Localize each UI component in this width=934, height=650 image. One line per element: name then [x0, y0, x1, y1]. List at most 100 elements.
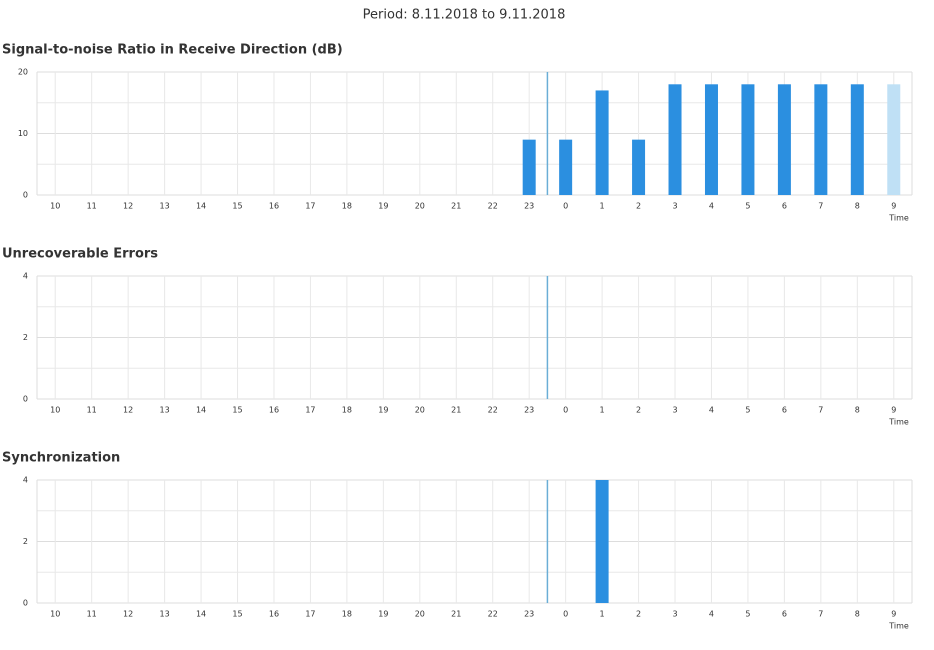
- x-tick-label: 13: [160, 202, 170, 211]
- x-tick-label: 10: [50, 202, 60, 211]
- bar: [741, 84, 755, 195]
- x-tick-label: 12: [123, 202, 133, 211]
- bar: [777, 84, 791, 195]
- x-tick-label: 22: [488, 610, 498, 619]
- x-tick-label: 6: [782, 406, 787, 415]
- x-tick-label: 22: [488, 406, 498, 415]
- x-tick-label: 19: [378, 406, 388, 415]
- x-tick-label: 11: [87, 610, 97, 619]
- x-tick-label: 5: [745, 406, 750, 415]
- x-tick-label: 20: [415, 610, 425, 619]
- y-tick-label: 20: [18, 68, 28, 77]
- x-tick-label: 3: [672, 610, 677, 619]
- y-tick-label: 0: [23, 599, 28, 608]
- x-tick-label: 1: [600, 406, 605, 415]
- x-tick-label: 6: [782, 610, 787, 619]
- x-tick-label: 20: [415, 202, 425, 211]
- bar: [632, 139, 646, 195]
- x-tick-label: 9: [891, 202, 896, 211]
- chart-title: Synchronization: [2, 451, 120, 466]
- x-tick-label: 16: [269, 406, 279, 415]
- bar: [595, 480, 609, 603]
- x-tick-label: 18: [342, 202, 352, 211]
- x-tick-label: 15: [232, 610, 242, 619]
- x-tick-label: 23: [524, 202, 534, 211]
- period: Period: 8.11.2018 to 9.11.2018: [363, 8, 566, 23]
- x-tick-label: 3: [672, 202, 677, 211]
- x-tick-label: 23: [524, 406, 534, 415]
- y-tick-label: 0: [23, 395, 28, 404]
- x-tick-label: 7: [818, 202, 823, 211]
- x-tick-label: 11: [87, 406, 97, 415]
- x-tick-label: 15: [232, 202, 242, 211]
- y-tick-label: 0: [23, 191, 28, 200]
- bar: [595, 90, 609, 195]
- x-tick-label: 21: [451, 202, 461, 211]
- x-tick-label: 7: [818, 610, 823, 619]
- x-tick-label: 8: [855, 406, 860, 415]
- x-tick-label: 13: [160, 406, 170, 415]
- x-tick-label: 17: [305, 610, 315, 619]
- x-tick-label: 23: [524, 610, 534, 619]
- x-tick-label: 8: [855, 610, 860, 619]
- x-tick-label: 10: [50, 406, 60, 415]
- x-tick-label: 4: [709, 610, 714, 619]
- x-tick-label: 7: [818, 406, 823, 415]
- bar: [668, 84, 682, 195]
- x-tick-label: 0: [563, 406, 568, 415]
- x-tick-label: 17: [305, 406, 315, 415]
- x-tick-label: 1: [600, 202, 605, 211]
- x-tick-label: 2: [636, 610, 641, 619]
- x-tick-label: 13: [160, 610, 170, 619]
- x-tick-label: 21: [451, 610, 461, 619]
- bar: [704, 84, 718, 195]
- x-tick-label: 14: [196, 406, 206, 415]
- x-tick-label: 21: [451, 406, 461, 415]
- x-tick-label: 5: [745, 610, 750, 619]
- x-tick-label: 3: [672, 406, 677, 415]
- x-tick-label: 10: [50, 610, 60, 619]
- x-tick-label: 0: [563, 610, 568, 619]
- x-tick-label: 16: [269, 202, 279, 211]
- x-tick-label: 5: [745, 202, 750, 211]
- bar: [522, 139, 536, 195]
- x-axis-label: Time: [888, 418, 909, 427]
- x-tick-label: 17: [305, 202, 315, 211]
- x-tick-label: 4: [709, 202, 714, 211]
- bar: [559, 139, 573, 195]
- x-tick-label: 18: [342, 406, 352, 415]
- x-tick-label: 12: [123, 610, 133, 619]
- x-tick-label: 15: [232, 406, 242, 415]
- x-tick-label: 12: [123, 406, 133, 415]
- x-tick-label: 18: [342, 610, 352, 619]
- x-axis-label: Time: [888, 622, 909, 631]
- chart-title: Unrecoverable Errors: [2, 247, 158, 262]
- x-tick-label: 14: [196, 202, 206, 211]
- x-tick-label: 22: [488, 202, 498, 211]
- bar: [814, 84, 828, 195]
- x-tick-label: 19: [378, 610, 388, 619]
- x-tick-label: 11: [87, 202, 97, 211]
- x-tick-label: 9: [891, 610, 896, 619]
- x-tick-label: 6: [782, 202, 787, 211]
- x-tick-label: 4: [709, 406, 714, 415]
- x-tick-label: 19: [378, 202, 388, 211]
- y-tick-label: 10: [18, 129, 28, 138]
- x-tick-label: 9: [891, 406, 896, 415]
- x-tick-label: 2: [636, 202, 641, 211]
- x-tick-label: 16: [269, 610, 279, 619]
- x-tick-label: 1: [600, 610, 605, 619]
- x-tick-label: 14: [196, 610, 206, 619]
- x-axis-label: Time: [888, 214, 909, 223]
- x-tick-label: 8: [855, 202, 860, 211]
- y-tick-label: 4: [23, 272, 28, 281]
- x-tick-label: 20: [415, 406, 425, 415]
- bar: [850, 84, 864, 195]
- y-tick-label: 2: [23, 333, 28, 342]
- x-tick-label: 2: [636, 406, 641, 415]
- x-tick-label: 0: [563, 202, 568, 211]
- y-tick-label: 4: [23, 476, 28, 485]
- bar: [887, 84, 901, 195]
- chart-title: Signal-to-noise Ratio in Receive Directi…: [2, 43, 343, 58]
